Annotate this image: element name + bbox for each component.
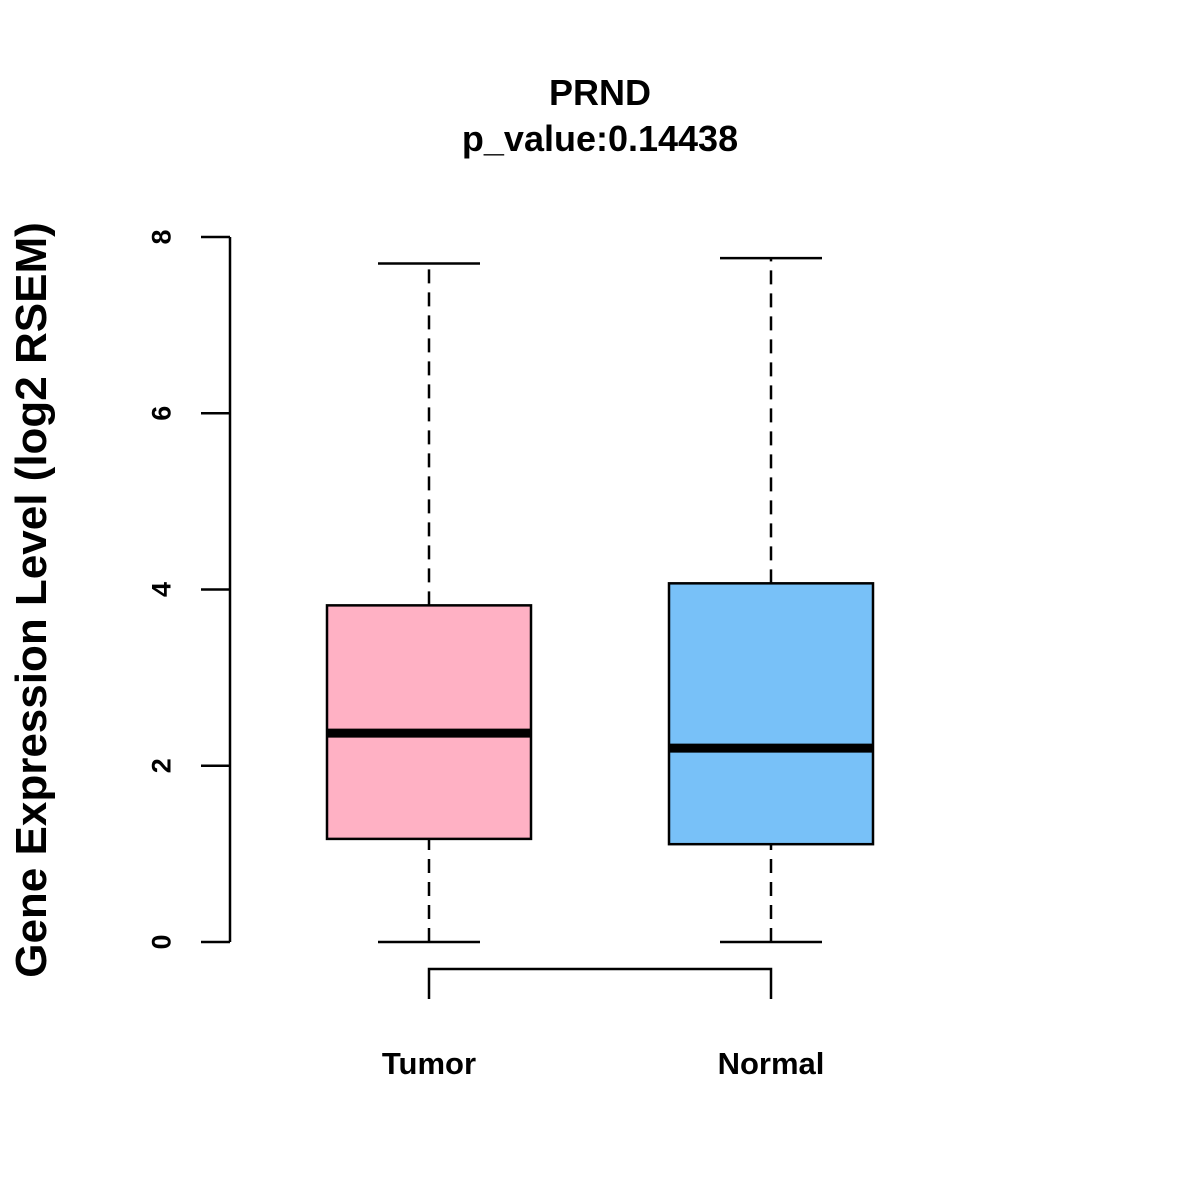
box-rect-normal xyxy=(667,582,875,846)
y-tick-label-2: 2 xyxy=(146,758,176,773)
chart-title: PRND xyxy=(549,72,651,113)
y-axis-label: Gene Expression Level (log2 RSEM) xyxy=(7,222,56,978)
box-normal xyxy=(667,256,875,944)
category-label-normal: Normal xyxy=(718,1046,825,1081)
y-tick-label-6: 6 xyxy=(146,406,176,421)
category-labels: Tumor Normal xyxy=(382,1046,824,1081)
bracket-line xyxy=(427,967,773,999)
y-tick-label-8: 8 xyxy=(146,229,176,244)
y-axis: 0 2 4 6 8 xyxy=(146,229,232,950)
boxes-group xyxy=(325,256,875,944)
y-tick-label-0: 0 xyxy=(146,934,176,949)
comparison-bracket xyxy=(427,967,773,999)
category-label-tumor: Tumor xyxy=(382,1046,476,1081)
chart-subtitle: p_value:0.14438 xyxy=(462,118,738,159)
box-rect-tumor xyxy=(325,604,533,841)
box-tumor xyxy=(325,262,533,944)
y-tick-label-4: 4 xyxy=(146,582,176,597)
